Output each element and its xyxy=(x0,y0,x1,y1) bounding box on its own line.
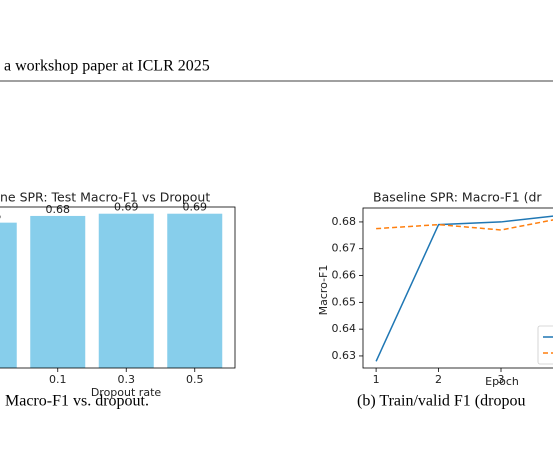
value-label: 0.68 xyxy=(46,203,71,216)
bar xyxy=(167,213,223,368)
x-tick-label: 2 xyxy=(435,373,442,386)
caption: Macro-F1 vs. dropout. xyxy=(5,393,149,410)
legend-box xyxy=(537,325,553,365)
y-tick-label: 0.65 xyxy=(332,295,357,308)
x-tick-label: 3 xyxy=(498,373,505,386)
chart-title: ne SPR: Test Macro-F1 vs Dropout xyxy=(0,190,210,205)
chart-title: Baseline SPR: Macro-F1 (dr xyxy=(373,190,542,205)
y-tick-label: 0.67 xyxy=(332,242,357,255)
axes-frame xyxy=(0,206,236,369)
x-tick-label: 0.1 xyxy=(49,373,67,386)
x-tick-label: 0.5 xyxy=(186,373,204,386)
y-tick-label: 0.64 xyxy=(332,322,357,335)
axes-frame xyxy=(362,207,553,369)
y-axis-label: Macro-F1 xyxy=(317,265,330,316)
caption: (b) Train/valid F1 (dropou xyxy=(357,393,525,410)
bar xyxy=(98,213,154,368)
value-label: 0.65 xyxy=(0,210,2,223)
y-tick-label: 0.68 xyxy=(332,215,357,228)
series-line xyxy=(375,215,553,362)
x-tick-label: 1 xyxy=(373,373,380,386)
y-tick-label: 0.63 xyxy=(332,349,357,362)
bar xyxy=(0,222,17,368)
x-axis-label: Epoch xyxy=(485,375,519,388)
bar xyxy=(30,215,86,368)
y-tick-label: 0.66 xyxy=(332,269,357,282)
x-axis-label: Dropout rate xyxy=(91,386,162,399)
running-header: a workshop paper at ICLR 2025 xyxy=(4,58,210,75)
x-tick-label: 0.3 xyxy=(118,373,136,386)
